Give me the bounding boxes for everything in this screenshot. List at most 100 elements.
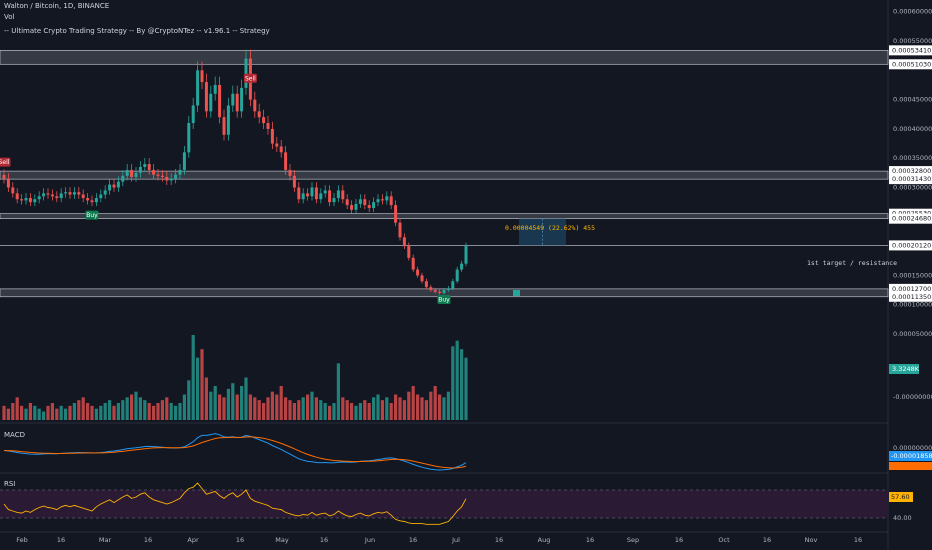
volume-bar	[20, 405, 24, 420]
time-tick-label: Jun	[364, 536, 375, 544]
volume-bar	[191, 335, 195, 420]
volume-bar	[226, 388, 230, 420]
volume-bar	[46, 405, 50, 420]
level-tag-label: 0.00032800	[892, 167, 931, 175]
level-tag-bg	[889, 59, 932, 70]
volume-bar	[112, 405, 116, 420]
volume-bar	[328, 405, 332, 420]
level-tag-bg	[889, 166, 932, 177]
volume-bar	[292, 403, 296, 420]
candle-body	[200, 70, 204, 83]
candle-body	[266, 123, 270, 129]
volume-bar	[68, 405, 72, 420]
volume-bar	[28, 403, 32, 420]
candle-body	[130, 169, 134, 177]
candle-body	[350, 205, 354, 210]
candle-body	[429, 287, 433, 291]
candle-body	[15, 193, 19, 200]
macd-tag-bg	[889, 451, 932, 461]
volume-bar	[319, 400, 323, 420]
volume-bar	[64, 408, 68, 420]
volume-bar	[389, 403, 393, 420]
price-tick-label: 0.00060000	[893, 8, 932, 16]
time-tick-label: May	[275, 536, 289, 544]
candle-body	[253, 99, 257, 112]
time-tick-label: Feb	[16, 536, 28, 544]
time-tick-label: 16	[675, 536, 683, 544]
candle-body	[354, 203, 358, 210]
target-resistance-label: 1st target / resistance	[807, 259, 898, 267]
candle-body	[156, 174, 160, 176]
candle-body	[292, 175, 296, 188]
candle-body	[420, 275, 424, 282]
level-tag-bg	[889, 213, 932, 224]
candle-body	[191, 105, 195, 124]
time-tick-label: Nov	[805, 536, 818, 544]
level-tag-bg	[889, 283, 932, 294]
volume-bar	[15, 397, 19, 420]
candle-body	[160, 175, 164, 177]
candle-body	[37, 196, 41, 200]
volume-bar	[314, 397, 318, 420]
candle-body	[328, 190, 332, 203]
volume-bar	[438, 394, 442, 420]
candle-body	[125, 169, 129, 176]
candle-body	[297, 187, 301, 200]
candle-body	[332, 198, 336, 203]
candle-body	[341, 190, 345, 200]
volume-bar	[301, 397, 305, 420]
volume-bar	[6, 408, 10, 420]
volume-bar	[72, 403, 76, 420]
candle-body	[385, 196, 389, 201]
candle-body	[187, 123, 191, 153]
volume-bar	[125, 397, 129, 420]
price-tick-label: 0.00015000	[893, 271, 932, 279]
candle-body	[424, 281, 428, 288]
volume-bar	[99, 405, 103, 420]
candle-body	[204, 82, 208, 112]
volume-bar	[332, 403, 336, 420]
candle-body	[451, 281, 455, 289]
candle-body	[460, 263, 464, 270]
volume-bar	[341, 397, 345, 420]
candle-body	[99, 194, 103, 199]
volume-bar	[442, 397, 446, 420]
volume-bar	[218, 394, 222, 420]
candle-body	[411, 257, 415, 270]
volume-bar	[372, 397, 376, 420]
candle-body	[28, 198, 32, 203]
volume-bar	[200, 349, 204, 420]
candle-body	[442, 290, 446, 293]
candle-body	[288, 169, 292, 176]
candle-body	[244, 58, 248, 88]
candle-body	[376, 199, 380, 203]
level-tag-bg	[889, 291, 932, 302]
candle-body	[363, 199, 367, 206]
candle-body	[81, 194, 85, 199]
volume-bar	[77, 400, 81, 420]
volume-bar	[248, 394, 252, 420]
time-tick-label: 16	[763, 536, 771, 544]
rsi-tag-bg	[889, 492, 913, 502]
volume-bar	[24, 408, 28, 420]
volume-bar	[420, 397, 424, 420]
zone-box	[0, 50, 889, 65]
volume-bar	[182, 394, 186, 420]
volume-bar	[297, 400, 301, 420]
signal-tag	[437, 294, 451, 304]
candle-body	[389, 196, 393, 206]
volume-bar	[266, 397, 270, 420]
volume-bar	[354, 405, 358, 420]
candle-body	[174, 174, 178, 179]
candle-body	[226, 105, 230, 135]
time-tick-label: Aug	[538, 536, 551, 544]
candle-body	[358, 199, 362, 204]
candle-body	[319, 193, 323, 200]
volume-bar	[231, 383, 235, 420]
volume-badge-label: 3.3248K	[892, 365, 920, 373]
level-tag-bg	[889, 45, 932, 56]
candle-body	[209, 93, 213, 112]
rsi-band	[0, 490, 888, 518]
